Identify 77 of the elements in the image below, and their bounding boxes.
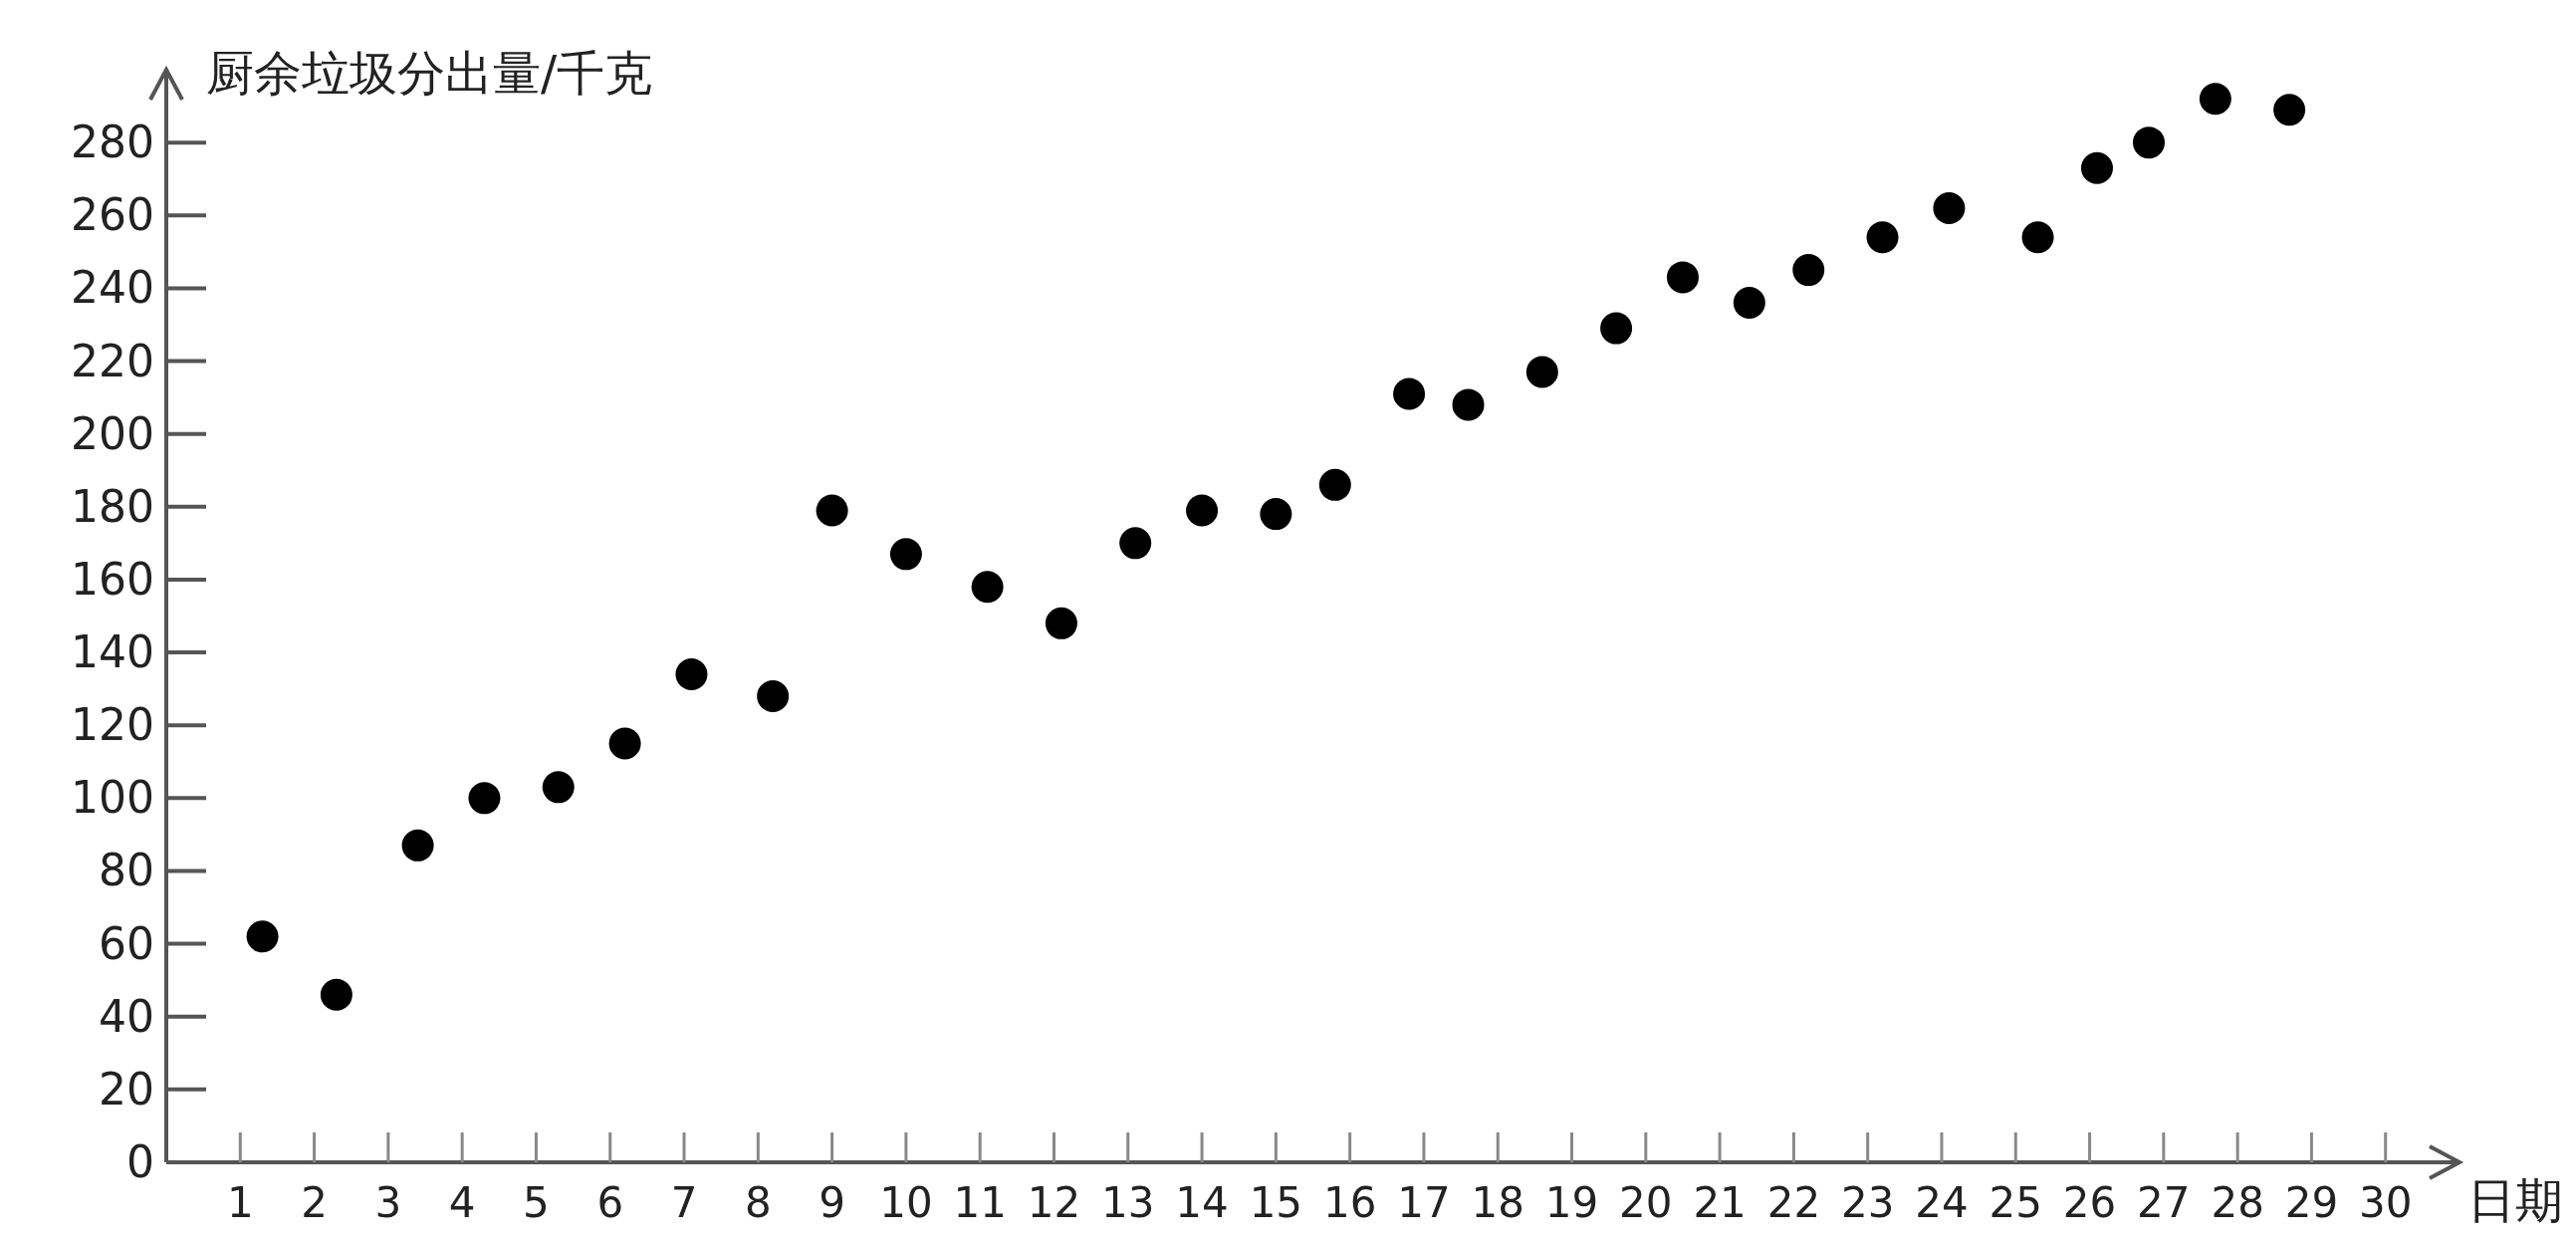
point <box>1600 312 1633 345</box>
point <box>468 782 501 815</box>
x-tick-label: 11 <box>953 1178 1007 1227</box>
y-tick-label: 280 <box>71 117 154 168</box>
point <box>1452 388 1485 421</box>
x-tick-label: 16 <box>1322 1178 1377 1227</box>
x-tick-label: 25 <box>1989 1178 2042 1227</box>
x-tick-label: 4 <box>448 1178 476 1227</box>
y-tick-label: 80 <box>99 845 154 896</box>
x-tick-label: 12 <box>1027 1178 1081 1227</box>
x-tick-label: 19 <box>1544 1178 1599 1227</box>
x-tick-label: 15 <box>1249 1178 1303 1227</box>
point <box>1525 356 1558 388</box>
x-tick-label: 18 <box>1471 1178 1524 1227</box>
x-tick-label: 2 <box>301 1178 328 1227</box>
x-axis-title: 日期 <box>2467 1172 2563 1228</box>
point <box>320 978 352 1011</box>
x-tick-label: 6 <box>596 1178 624 1227</box>
y-tick-label: 240 <box>71 262 154 314</box>
point <box>1933 191 1966 224</box>
point <box>1393 377 1426 410</box>
point <box>889 538 922 571</box>
point <box>1186 494 1219 527</box>
y-tick-label: 180 <box>71 480 154 532</box>
x-tick-label: 10 <box>879 1178 933 1227</box>
x-tick-label: 1 <box>226 1178 254 1227</box>
point <box>816 494 848 527</box>
point <box>1792 254 1825 287</box>
y-tick-label: 100 <box>71 772 154 824</box>
y-tick-label: 160 <box>71 553 154 605</box>
x-tick-label: 26 <box>2062 1178 2117 1227</box>
point <box>1119 527 1152 560</box>
x-tick-label: 3 <box>374 1178 402 1227</box>
x-tick-label: 14 <box>1175 1178 1229 1227</box>
point <box>757 679 790 712</box>
point <box>2080 151 2113 184</box>
point <box>675 658 708 691</box>
x-tick-label: 20 <box>1619 1178 1673 1227</box>
y-tick-label: 40 <box>99 990 154 1042</box>
y-axis-title: 厨余垃圾分出量/千克 <box>206 45 653 101</box>
point <box>2199 83 2231 116</box>
point <box>401 829 434 862</box>
point <box>2132 126 2165 159</box>
x-tick-label: 28 <box>2211 1178 2264 1227</box>
x-tick-label: 22 <box>1766 1178 1821 1227</box>
point <box>608 727 641 760</box>
x-tick-label: 13 <box>1101 1178 1155 1227</box>
point <box>1260 498 1292 531</box>
x-tick-label: 30 <box>2358 1178 2413 1227</box>
point <box>1666 261 1699 294</box>
x-tick-label: 5 <box>523 1178 550 1227</box>
x-tick-label: 8 <box>744 1178 772 1227</box>
point <box>2021 221 2054 254</box>
point <box>246 920 279 953</box>
y-tick-label: 60 <box>99 917 154 969</box>
x-tick-label: 24 <box>1915 1178 1969 1227</box>
point <box>971 571 1004 604</box>
x-tick-label: 27 <box>2137 1178 2191 1227</box>
point <box>542 771 575 804</box>
y-tick-label: 140 <box>71 626 154 678</box>
y-tick-label: 120 <box>71 699 154 751</box>
point <box>1866 221 1899 254</box>
x-tick-label: 29 <box>2284 1178 2339 1227</box>
x-tick-label: 9 <box>819 1178 845 1227</box>
y-tick-label: 260 <box>71 189 154 241</box>
point <box>1045 607 1077 639</box>
point <box>2273 94 2306 126</box>
y-tick-label: 0 <box>126 1136 154 1187</box>
x-tick-label: 17 <box>1397 1178 1451 1227</box>
point <box>1318 468 1351 501</box>
y-tick-label: 220 <box>71 335 154 386</box>
point <box>1733 287 1765 320</box>
x-tick-label: 21 <box>1693 1178 1747 1227</box>
y-tick-label: 20 <box>99 1063 154 1115</box>
x-tick-label: 23 <box>1840 1178 1895 1227</box>
x-tick-label: 7 <box>670 1178 698 1227</box>
y-tick-label: 200 <box>71 407 154 459</box>
